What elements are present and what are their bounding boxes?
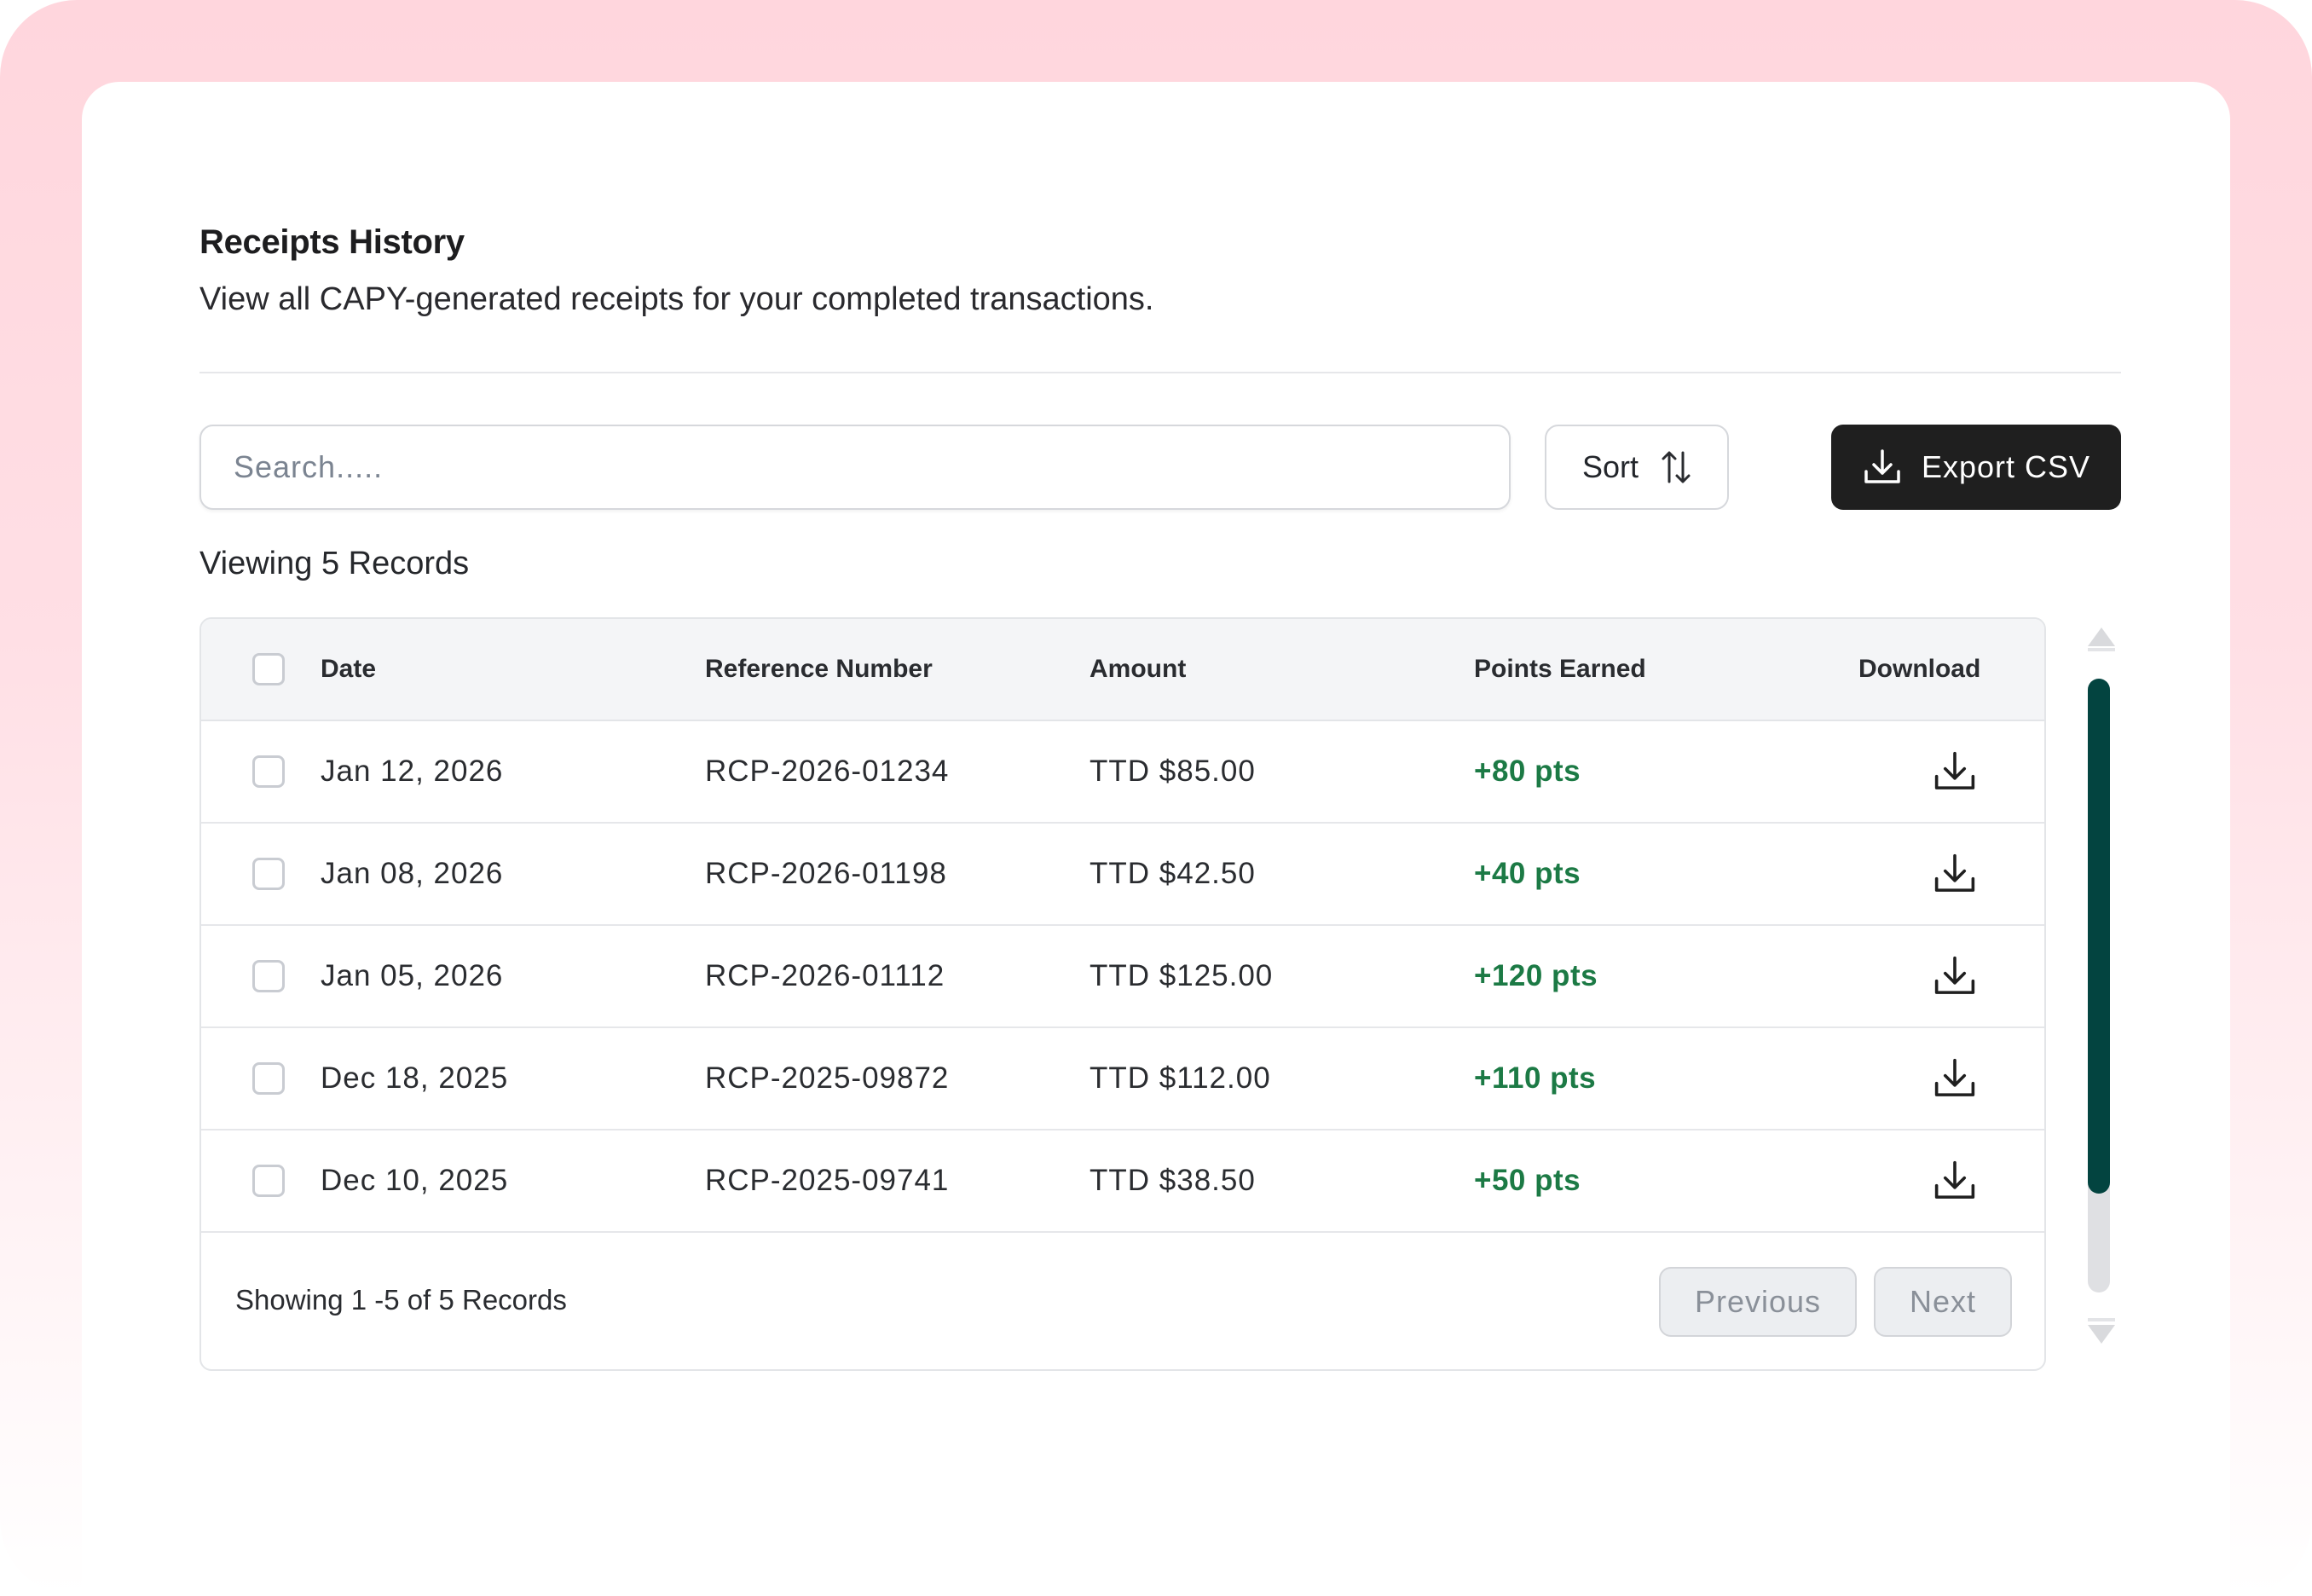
download-icon[interactable] — [1932, 749, 1978, 795]
row-amount: TTD $112.00 — [1090, 1061, 1271, 1095]
column-header-reference[interactable]: Reference Number — [705, 655, 933, 683]
table-row: Jan 12, 2026 RCP-2026-01234 TTD $85.00 +… — [201, 721, 2044, 824]
row-reference: RCP-2026-01198 — [705, 857, 947, 890]
table-footer: Showing 1 -5 of 5 Records Previous Next — [201, 1233, 2044, 1369]
scroll-down-arrow-icon[interactable] — [2088, 1325, 2115, 1344]
row-date: Dec 10, 2025 — [321, 1164, 509, 1197]
row-points: +40 pts — [1474, 857, 1581, 890]
vertical-scrollbar[interactable] — [2082, 622, 2118, 1356]
download-icon[interactable] — [1932, 1158, 1978, 1204]
download-icon[interactable] — [1932, 851, 1978, 897]
next-button[interactable]: Next — [1874, 1267, 2012, 1337]
table-row: Jan 08, 2026 RCP-2026-01198 TTD $42.50 +… — [201, 824, 2044, 926]
scroll-thumb[interactable] — [2088, 679, 2110, 1194]
divider — [199, 372, 2121, 373]
scroll-up-bar — [2088, 648, 2115, 651]
page-subtitle: View all CAPY-generated receipts for you… — [199, 281, 1154, 317]
scroll-down-bar — [2088, 1318, 2115, 1321]
row-checkbox[interactable] — [252, 1165, 285, 1197]
sort-label: Sort — [1581, 449, 1639, 484]
table-header: Date Reference Number Amount Points Earn… — [201, 619, 2044, 721]
download-icon[interactable] — [1932, 1055, 1978, 1102]
scroll-track[interactable] — [2088, 679, 2110, 1292]
search-input[interactable] — [199, 425, 1511, 510]
row-amount: TTD $85.00 — [1090, 755, 1256, 788]
export-csv-button[interactable]: Export CSV — [1831, 425, 2121, 510]
table-row: Dec 10, 2025 RCP-2025-09741 TTD $38.50 +… — [201, 1130, 2044, 1233]
row-date: Jan 05, 2026 — [321, 959, 504, 992]
download-icon[interactable] — [1932, 953, 1978, 999]
table-row: Jan 05, 2026 RCP-2026-01112 TTD $125.00 … — [201, 926, 2044, 1028]
row-checkbox[interactable] — [252, 1062, 285, 1095]
receipts-table: Date Reference Number Amount Points Earn… — [199, 617, 2046, 1371]
row-checkbox[interactable] — [252, 960, 285, 992]
column-header-date[interactable]: Date — [321, 655, 377, 683]
column-header-amount[interactable]: Amount — [1090, 655, 1187, 683]
pagination-summary: Showing 1 -5 of 5 Records — [235, 1284, 567, 1316]
row-points: +120 pts — [1474, 959, 1598, 992]
row-checkbox[interactable] — [252, 755, 285, 788]
row-amount: TTD $42.50 — [1090, 857, 1256, 890]
row-amount: TTD $38.50 — [1090, 1164, 1256, 1197]
column-header-download: Download — [1858, 655, 1981, 683]
row-reference: RCP-2025-09741 — [705, 1164, 950, 1197]
sort-arrows-icon — [1661, 449, 1691, 485]
records-count: Viewing 5 Records — [199, 546, 470, 581]
row-reference: RCP-2026-01234 — [705, 755, 950, 788]
export-csv-label: Export CSV — [1921, 449, 2091, 484]
row-checkbox[interactable] — [252, 858, 285, 890]
previous-button[interactable]: Previous — [1659, 1267, 1857, 1337]
sort-button[interactable]: Sort — [1545, 425, 1729, 510]
page-title: Receipts History — [199, 223, 465, 261]
download-icon — [1862, 447, 1903, 488]
scroll-up-arrow-icon[interactable] — [2088, 627, 2115, 646]
column-header-points[interactable]: Points Earned — [1474, 655, 1646, 683]
row-date: Jan 12, 2026 — [321, 755, 504, 788]
row-reference: RCP-2025-09872 — [705, 1061, 950, 1095]
select-all-checkbox[interactable] — [252, 653, 285, 685]
row-date: Jan 08, 2026 — [321, 857, 504, 890]
table-row: Dec 18, 2025 RCP-2025-09872 TTD $112.00 … — [201, 1028, 2044, 1130]
row-reference: RCP-2026-01112 — [705, 959, 945, 992]
row-date: Dec 18, 2025 — [321, 1061, 509, 1095]
row-points: +110 pts — [1474, 1061, 1597, 1095]
row-amount: TTD $125.00 — [1090, 959, 1274, 992]
row-points: +50 pts — [1474, 1164, 1581, 1197]
row-points: +80 pts — [1474, 755, 1581, 788]
